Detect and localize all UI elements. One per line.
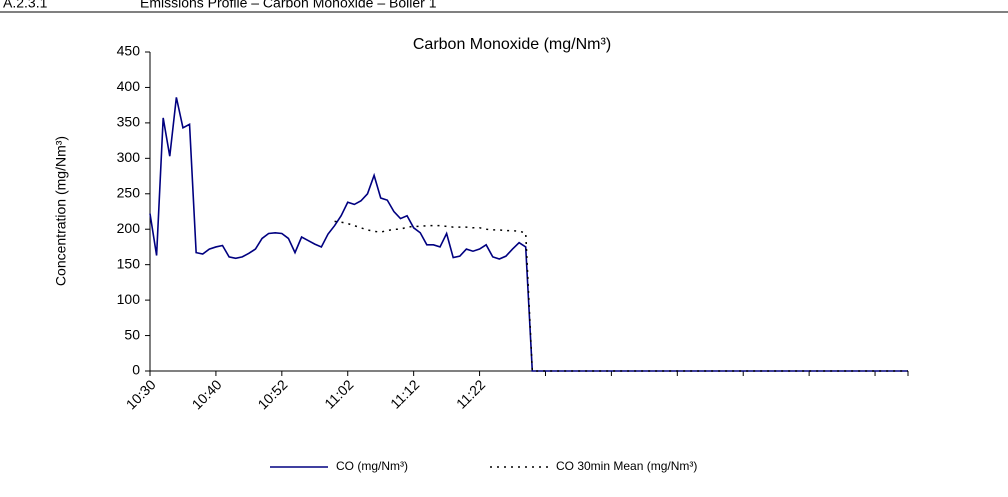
y-tick-label: 50 xyxy=(124,326,140,342)
y-tick-label: 150 xyxy=(117,255,141,271)
legend-label: CO 30min Mean (mg/Nm³) xyxy=(556,459,697,473)
y-tick-label: 0 xyxy=(132,362,140,378)
y-tick-label: 350 xyxy=(117,114,141,130)
x-tick-label: 10:30 xyxy=(123,376,159,412)
y-tick-label: 300 xyxy=(117,149,141,165)
y-tick-label: 450 xyxy=(117,43,141,59)
y-tick-label: 250 xyxy=(117,184,141,200)
y-axis-label: Concentration (mg/Nm³) xyxy=(53,136,69,286)
x-tick-label: 10:40 xyxy=(189,376,225,412)
y-tick-label: 200 xyxy=(117,220,141,236)
section-number: A.2.3.1 xyxy=(3,0,48,11)
x-tick-label: 11:02 xyxy=(321,376,357,412)
y-tick-label: 400 xyxy=(117,78,141,94)
x-tick-label: 11:12 xyxy=(387,376,423,412)
section-title: Emissions Profile – Carbon Monoxide – Bo… xyxy=(140,0,437,11)
series-line xyxy=(334,220,908,372)
x-tick-label: 11:22 xyxy=(453,376,489,412)
x-tick-label: 10:52 xyxy=(254,376,290,412)
chart-title: Carbon Monoxide (mg/Nm³) xyxy=(413,36,611,53)
series-line xyxy=(149,97,908,372)
legend-label: CO (mg/Nm³) xyxy=(336,459,408,473)
y-tick-label: 100 xyxy=(117,291,141,307)
